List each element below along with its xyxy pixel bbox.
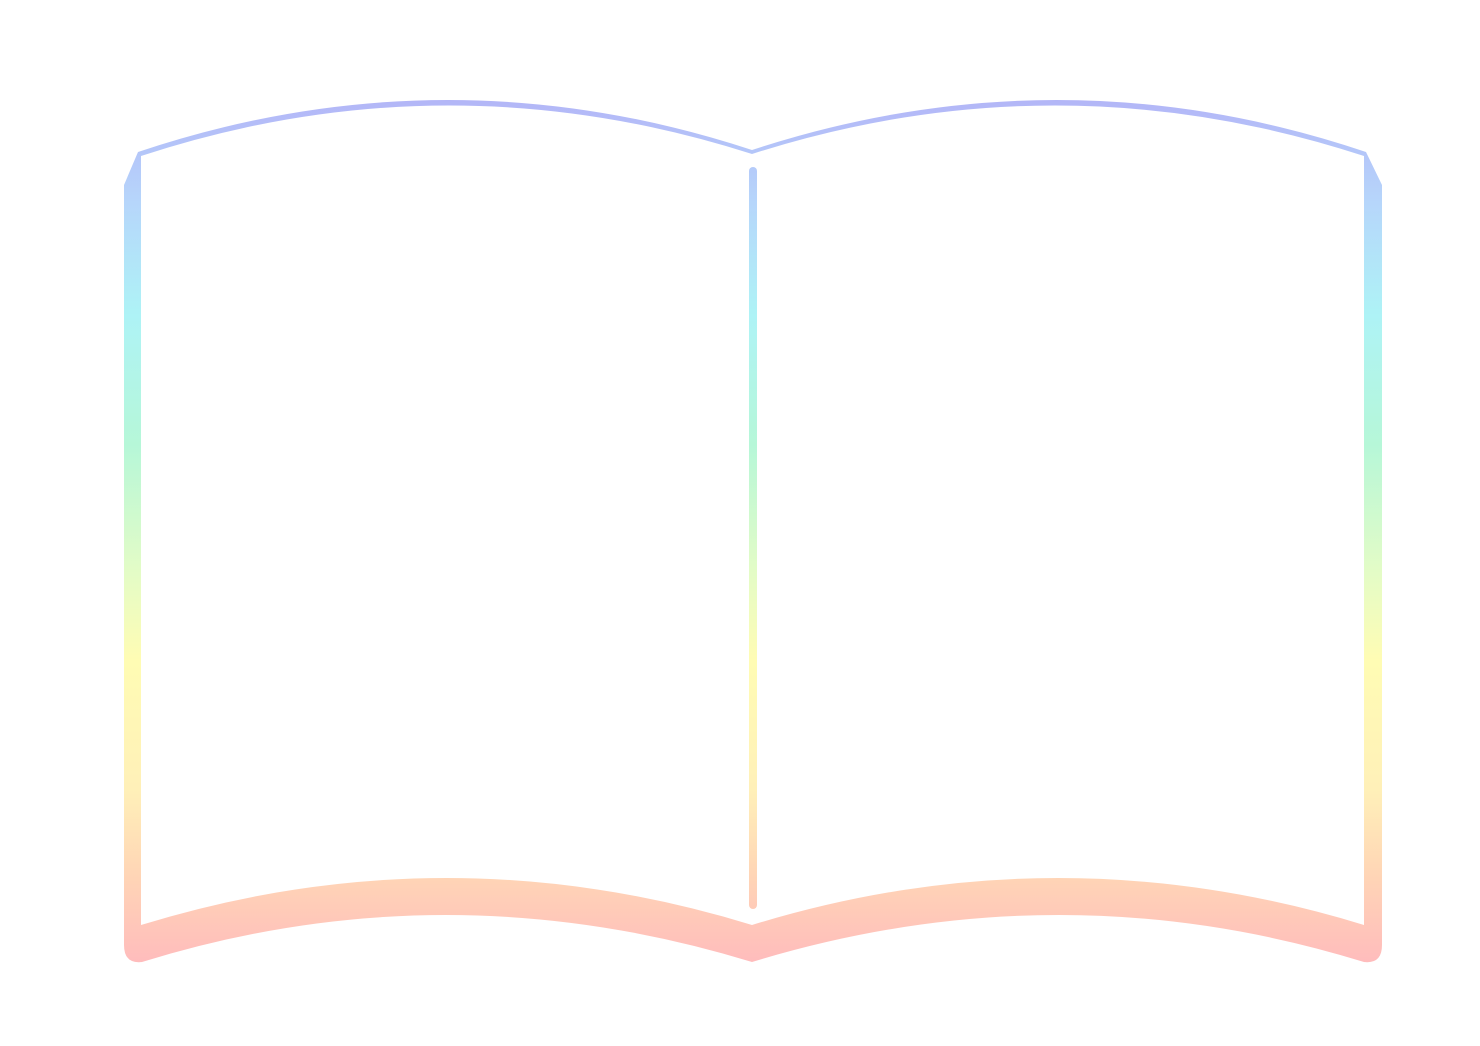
book-spine xyxy=(749,167,757,909)
